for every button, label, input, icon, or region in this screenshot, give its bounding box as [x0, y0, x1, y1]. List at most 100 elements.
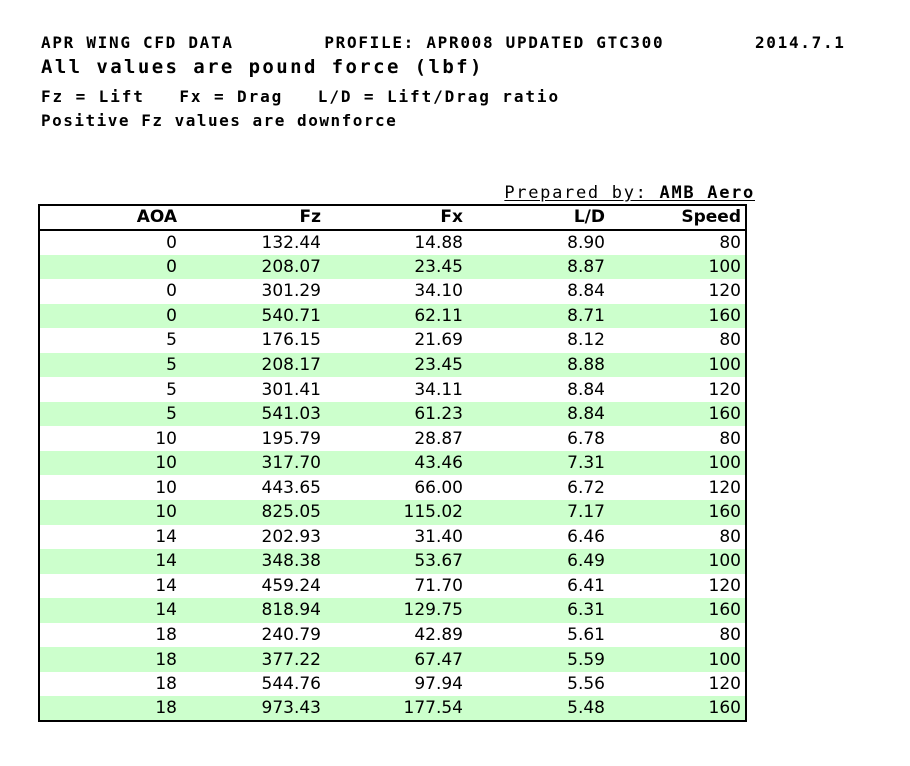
table-row: 14 202.93 31.40 6.46 80 [39, 525, 746, 550]
table-cell-aoa: 0 [166, 305, 177, 326]
table-row: 5 301.41 34.11 8.84 120 [39, 377, 746, 402]
table-cell-ld: 8.71 [567, 305, 605, 326]
table-cell-ld: 8.84 [567, 404, 605, 425]
table-row: 0 540.71 62.11 8.71 160 [39, 303, 746, 329]
table-cell-speed: 160 [708, 305, 741, 326]
table-row: 0 301.29 34.10 8.84 120 [39, 279, 746, 304]
table-cell-ld: 6.41 [567, 575, 605, 596]
table-header-row: AOA Fz Fx L/D Speed [39, 205, 746, 231]
table-cell-ld: 8.84 [567, 281, 605, 302]
table-cell-aoa: 18 [155, 625, 177, 646]
table-cell-fz: 818.94 [261, 600, 321, 621]
table-cell-aoa: 0 [166, 256, 177, 277]
table-cell-fz: 317.70 [261, 453, 321, 474]
table-cell-fz: 208.17 [261, 355, 321, 375]
table-cell-speed: 160 [708, 404, 741, 425]
table-row: 18 973.43 177.54 5.48 160 [39, 696, 746, 721]
table-row: 18 544.76 97.94 5.56 120 [39, 672, 746, 697]
legend-note: Fz = Lift Fx = Drag L/D = Lift/Drag rati… [41, 87, 560, 106]
table-cell-ld: 6.49 [567, 551, 605, 572]
table-cell-speed: 100 [708, 355, 741, 375]
table-cell-aoa: 14 [155, 600, 177, 621]
table-cell-fz: 540.71 [261, 305, 321, 326]
table-cell-ld: 6.46 [567, 526, 605, 547]
table-cell-fx: 34.11 [414, 379, 463, 400]
column-header-aoa: AOA [39, 205, 181, 231]
table-cell-fx: 71.70 [414, 575, 463, 596]
prepared-by-line: Prepared by: AMB Aero [504, 183, 755, 203]
table-row: 14 818.94 129.75 6.31 160 [39, 598, 746, 623]
table-cell-fx: 21.69 [414, 330, 463, 351]
table-cell-speed: 120 [708, 379, 741, 400]
table-cell-fx: 42.89 [414, 625, 463, 646]
table-row: 0 132.44 14.88 8.90 80 [39, 230, 746, 255]
table-cell-ld: 7.17 [567, 502, 605, 523]
table-cell-ld: 8.87 [567, 256, 605, 277]
table-cell-fz: 202.93 [261, 526, 321, 547]
table-row: 10 825.05 115.02 7.17 160 [39, 500, 746, 525]
table-cell-fz: 348.38 [261, 551, 321, 572]
table-cell-speed: 100 [708, 551, 741, 572]
table-cell-aoa: 5 [166, 330, 177, 351]
table-cell-aoa: 5 [166, 404, 177, 425]
table-cell-fx: 43.46 [414, 453, 463, 474]
column-header-speed: Speed [609, 205, 746, 231]
table-cell-aoa: 14 [155, 575, 177, 596]
table-cell-fx: 66.00 [414, 477, 463, 498]
table-cell-fx: 61.23 [414, 404, 463, 425]
table-cell-ld: 8.84 [567, 379, 605, 400]
table-row: 5 541.03 61.23 8.84 160 [39, 401, 746, 427]
table-cell-fz: 301.41 [261, 379, 321, 400]
table-cell-aoa: 14 [155, 551, 177, 572]
table-cell-ld: 6.31 [567, 600, 605, 621]
table-cell-speed: 120 [708, 674, 741, 695]
table-cell-speed: 120 [708, 477, 741, 498]
table-cell-fz: 459.24 [261, 575, 321, 596]
report-title-line: APR WING CFD DATA PROFILE: APR008 UPDATE… [41, 33, 846, 52]
column-header-fx: Fx [325, 205, 467, 231]
table-cell-aoa: 5 [166, 379, 177, 400]
table-cell-aoa: 0 [166, 232, 177, 253]
table-cell-ld: 5.59 [567, 649, 605, 670]
table-row: 14 459.24 71.70 6.41 120 [39, 574, 746, 599]
table-cell-aoa: 5 [166, 355, 177, 375]
table-cell-fz: 825.05 [261, 502, 321, 523]
table-cell-speed: 80 [719, 428, 741, 449]
prepared-by-value: AMB Aero [659, 183, 755, 203]
table-cell-fx: 14.88 [414, 232, 463, 253]
table-cell-fx: 23.45 [414, 256, 463, 277]
table-row: 10 195.79 28.87 6.78 80 [39, 426, 746, 451]
table-cell-fx: 62.11 [414, 305, 463, 326]
cfd-data-table: AOA Fz Fx L/D Speed 0 132.44 14.88 8.90 80 0 2… [38, 204, 747, 722]
table-cell-speed: 100 [708, 453, 741, 474]
table-cell-fz: 195.79 [261, 428, 321, 449]
column-header-ld: L/D [467, 205, 609, 231]
table-cell-fx: 115.02 [403, 502, 463, 523]
table-cell-ld: 8.12 [567, 330, 605, 351]
table-cell-speed: 120 [708, 575, 741, 596]
table-cell-fz: 208.07 [261, 256, 321, 277]
table-row: 18 240.79 42.89 5.61 80 [39, 623, 746, 648]
table-cell-ld: 8.90 [567, 232, 605, 253]
table-cell-fx: 53.67 [414, 551, 463, 572]
table-cell-aoa: 10 [155, 453, 177, 474]
table-row: 5 208.17 23.45 8.88 100 [39, 352, 746, 378]
table-cell-fx: 28.87 [414, 428, 463, 449]
table-cell-aoa: 18 [155, 674, 177, 695]
table-row: 0 208.07 23.45 8.87 100 [39, 254, 746, 280]
table-cell-speed: 160 [708, 600, 741, 621]
downforce-note: Positive Fz values are downforce [41, 111, 398, 130]
table-cell-ld: 5.56 [567, 674, 605, 695]
table-cell-fz: 443.65 [261, 477, 321, 498]
table-cell-ld: 5.48 [567, 698, 605, 719]
table-cell-ld: 6.78 [567, 428, 605, 449]
table-cell-speed: 160 [708, 502, 741, 523]
table-cell-ld: 5.61 [567, 625, 605, 646]
table-cell-fz: 541.03 [261, 404, 321, 425]
table-cell-speed: 100 [708, 649, 741, 670]
table-cell-aoa: 18 [155, 698, 177, 719]
table-cell-aoa: 10 [155, 428, 177, 449]
table-cell-speed: 80 [719, 526, 741, 547]
table-cell-fz: 544.76 [261, 674, 321, 695]
